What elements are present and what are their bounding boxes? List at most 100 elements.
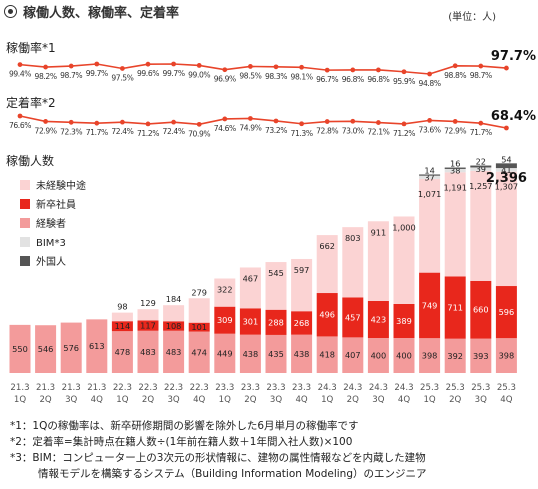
bar-inexperienced-7 bbox=[188, 298, 210, 323]
bar-experienced-9 bbox=[239, 334, 261, 373]
bar-label-experienced-0: 550 bbox=[12, 344, 28, 354]
line-label-2-1: 72.9% bbox=[35, 126, 57, 135]
line-point-2-0 bbox=[17, 113, 23, 119]
bar-experienced-17 bbox=[444, 338, 466, 373]
bar-label-experienced-7: 474 bbox=[191, 347, 207, 357]
line-label-2-7: 70.9% bbox=[188, 129, 210, 138]
line-label-2-18: 71.7% bbox=[470, 128, 492, 137]
x-tick-year-5: 22.3 bbox=[138, 383, 157, 393]
bar-foreign-16 bbox=[419, 174, 441, 176]
line-label-1-17: 98.8% bbox=[444, 71, 466, 80]
line-label-2-12: 72.8% bbox=[316, 127, 338, 136]
line-label-2-16: 73.6% bbox=[419, 125, 441, 134]
line-label-1-16: 94.8% bbox=[419, 79, 441, 88]
line-point-2-9 bbox=[248, 116, 253, 121]
bar-bim-17 bbox=[444, 168, 466, 173]
line-label-1-5: 99.6% bbox=[137, 69, 159, 78]
footnote-2: *2：定着率=集計時点在籍人数÷(1年前在籍人数＋1年間入社人数)×100 bbox=[10, 436, 353, 448]
x-tick-quarter-9: 2Q bbox=[244, 395, 256, 405]
line-label-2-9: 74.9% bbox=[239, 123, 261, 132]
line-point-1-14 bbox=[376, 67, 381, 73]
bar-label-inexperienced-16: 1,071 bbox=[418, 189, 441, 199]
bar-label-bim-19: 41 bbox=[501, 165, 511, 175]
line-label-2-19: 68.4% bbox=[491, 109, 536, 124]
bar-label-foreign-16: 14 bbox=[424, 165, 434, 175]
line-label-2-13: 73.0% bbox=[342, 126, 364, 135]
bar-label-new_grad-15: 389 bbox=[396, 316, 412, 326]
bar-label-experienced-9: 438 bbox=[243, 349, 259, 359]
x-tick-quarter-12: 1Q bbox=[321, 395, 333, 405]
x-tick-year-8: 23.3 bbox=[215, 383, 234, 393]
line-point-1-5 bbox=[145, 61, 151, 67]
legend-swatch-1 bbox=[20, 199, 30, 209]
bar-experienced-11 bbox=[291, 334, 313, 373]
bar-label-inexperienced-11: 597 bbox=[294, 265, 310, 275]
x-tick-year-1: 21.3 bbox=[36, 383, 55, 393]
bar-label-inexperienced-5: 129 bbox=[140, 298, 156, 308]
line-point-2-13 bbox=[350, 118, 356, 124]
line-label-2-2: 72.3% bbox=[60, 127, 82, 136]
bar-inexperienced-16 bbox=[419, 178, 441, 273]
line-point-1-0 bbox=[17, 62, 23, 68]
bar-inexperienced-18 bbox=[470, 170, 492, 281]
page-title: 稼働人数、稼働率、定着率 bbox=[4, 2, 179, 21]
bar-inexperienced-13 bbox=[342, 227, 364, 298]
line-label-2-0: 76.6% bbox=[9, 121, 31, 130]
bar-new_grad-6 bbox=[163, 321, 185, 331]
bar-experienced-16 bbox=[419, 338, 441, 373]
line-point-2-15 bbox=[401, 121, 407, 127]
x-tick-quarter-1: 2Q bbox=[39, 395, 51, 405]
line-label-2-8: 74.6% bbox=[214, 124, 236, 133]
bar-label-inexperienced-14: 911 bbox=[371, 227, 387, 237]
unit-label: (単位：人) bbox=[448, 12, 496, 23]
line-point-1-8 bbox=[222, 67, 228, 73]
bar-label-inexperienced-17: 1,191 bbox=[443, 182, 466, 192]
x-tick-quarter-13: 2Q bbox=[347, 395, 359, 405]
x-tick-year-12: 24.3 bbox=[318, 383, 337, 393]
line-point-1-16 bbox=[427, 71, 432, 77]
bar-inexperienced-12 bbox=[316, 235, 338, 294]
x-tick-year-3: 21.3 bbox=[87, 383, 106, 393]
bar-label-inexperienced-4: 98 bbox=[117, 302, 127, 312]
bar-experienced-13 bbox=[342, 337, 364, 373]
line-point-2-3 bbox=[94, 120, 100, 126]
bar-new_grad-5 bbox=[137, 320, 159, 331]
bar-new_grad-19 bbox=[495, 286, 517, 339]
line-point-2-7 bbox=[196, 121, 202, 127]
bar-experienced-10 bbox=[265, 334, 287, 373]
bar-experienced-18 bbox=[470, 338, 492, 373]
legend-label-3: BIM*3 bbox=[36, 238, 66, 249]
line-point-2-5 bbox=[145, 121, 151, 127]
line-series-1 bbox=[19, 63, 507, 75]
bar-label-new_grad-19: 596 bbox=[499, 307, 515, 317]
chart-canvas: 稼働率*199.4% 98.2% 98.7% 99.7% 97.5% 99.6% 99.7%… bbox=[6, 40, 536, 405]
line-point-1-18 bbox=[478, 63, 484, 69]
bar-inexperienced-8 bbox=[214, 278, 236, 307]
bar-experienced-4 bbox=[111, 331, 133, 373]
line-label-2-15: 71.2% bbox=[393, 129, 415, 138]
x-tick-year-15: 24.3 bbox=[394, 383, 413, 393]
footnote-1: *1：1Qの稼働率は、新卒研修期間の影響を除外した6月単月の稼働率です bbox=[10, 420, 359, 432]
bar-label-new_grad-18: 660 bbox=[473, 305, 489, 315]
bar-new_grad-11 bbox=[291, 311, 313, 335]
bar-foreign-18 bbox=[470, 165, 492, 168]
bar-label-experienced-17: 392 bbox=[447, 351, 463, 361]
bar-label-foreign-18: 22 bbox=[476, 157, 486, 167]
radio-circle-icon bbox=[4, 5, 17, 18]
bar-new_grad-17 bbox=[444, 276, 466, 339]
line-point-1-1 bbox=[43, 64, 48, 70]
line-label-2-3: 71.7% bbox=[86, 128, 108, 137]
legend-label-2: 経験者 bbox=[36, 217, 66, 230]
bar-label-experienced-18: 393 bbox=[473, 351, 489, 361]
bar-new_grad-18 bbox=[470, 280, 492, 339]
bar-bim-18 bbox=[470, 167, 492, 171]
x-tick-year-14: 24.3 bbox=[369, 383, 388, 393]
legend-swatch-3 bbox=[20, 237, 30, 247]
line-series-2 bbox=[19, 115, 507, 129]
line-label-1-18: 98.7% bbox=[470, 71, 492, 80]
line-label-1-11: 98.1% bbox=[291, 72, 313, 81]
line-label-2-14: 72.1% bbox=[367, 128, 389, 137]
line-point-1-10 bbox=[273, 64, 279, 70]
bar-inexperienced-11 bbox=[291, 258, 313, 312]
bar-label-inexperienced-13: 803 bbox=[345, 233, 361, 243]
